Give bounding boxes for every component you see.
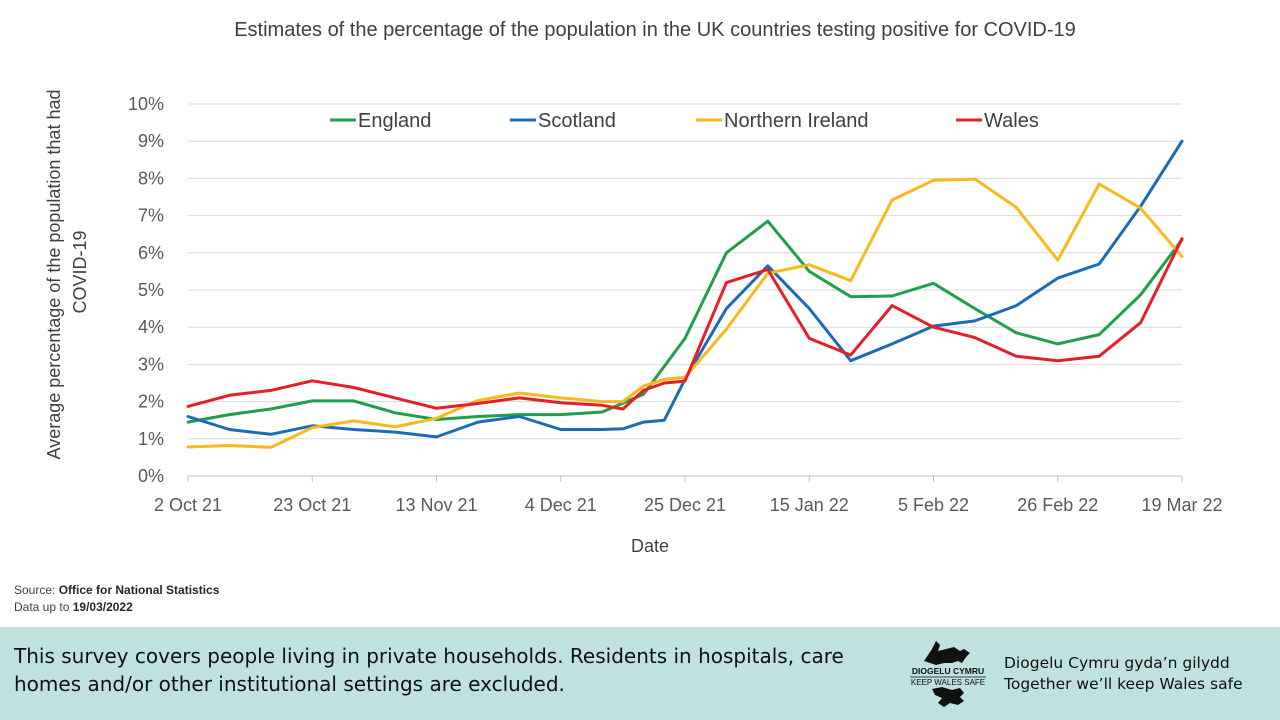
dragon-icon	[924, 641, 970, 665]
source-line: Source: Office for National Statistics	[14, 582, 219, 599]
legend-label-wales: Wales	[984, 110, 1039, 132]
y-tick-label: 6%	[138, 243, 164, 263]
y-tick-label: 8%	[138, 168, 164, 188]
y-tick-label: 3%	[138, 354, 164, 374]
x-tick-label: 23 Oct 21	[273, 495, 351, 515]
gridlines	[188, 103, 1182, 477]
keep-wales-safe-logo: DIOGELU CYMRU KEEP WALES SAFE	[910, 641, 986, 707]
x-axis-label: Date	[631, 536, 669, 556]
series-line-england	[186, 219, 1184, 424]
x-tick-label: 25 Dec 21	[644, 495, 726, 515]
info-banner: This survey covers people living in priv…	[0, 627, 1280, 720]
y-tick-label: 4%	[138, 317, 164, 337]
tagline: Diogelu Cymru gyda’n gilydd Together we’…	[1004, 653, 1243, 695]
x-axis-ticks: 2 Oct 21 23 Oct 21 13 Nov 21 4 Dec 21 25 Dec…	[154, 476, 1223, 515]
y-axis-label-line-2: COVID-19	[70, 230, 90, 313]
tagline-english: Together we’ll keep Wales safe	[1004, 675, 1243, 693]
tagline-welsh: Diogelu Cymru gyda’n gilydd	[1004, 654, 1230, 672]
source-value: Office for National Statistics	[58, 583, 220, 597]
legend-label-england: England	[358, 110, 431, 132]
data-date-line: Data up to 19/03/2022	[14, 599, 219, 616]
legend-label-scotland: Scotland	[538, 110, 616, 132]
logo-line-1: DIOGELU CYMRU	[912, 666, 984, 676]
x-tick-label: 19 Mar 22	[1141, 495, 1222, 515]
y-tick-label: 9%	[138, 131, 164, 151]
logo-line-2: KEEP WALES SAFE	[911, 678, 985, 687]
y-tick-label: 2%	[138, 392, 164, 412]
legend: England Scotland Northern Ireland Wales	[330, 110, 1039, 132]
source-note: Source: Office for National Statistics D…	[14, 582, 219, 616]
y-tick-label: 0%	[138, 466, 164, 486]
x-tick-label: 4 Dec 21	[525, 495, 597, 515]
series-line-scotland	[186, 139, 1184, 439]
line-chart: Estimates of the percentage of the popul…	[44, 19, 1223, 556]
source-label: Source:	[14, 583, 56, 597]
y-tick-label: 5%	[138, 280, 164, 300]
data-date-label: Data up to	[14, 600, 70, 614]
y-axis-label: Average percentage of the population tha…	[44, 85, 90, 460]
banner-text: This survey covers people living in priv…	[14, 644, 844, 696]
x-tick-label: 5 Feb 22	[898, 495, 969, 515]
x-tick-label: 2 Oct 21	[154, 495, 222, 515]
chart-title: Estimates of the percentage of the popul…	[234, 19, 1076, 41]
y-tick-label: 1%	[138, 429, 164, 449]
x-tick-label: 13 Nov 21	[395, 495, 477, 515]
legend-label-northern-ireland: Northern Ireland	[724, 110, 869, 132]
x-tick-label: 15 Jan 22	[770, 495, 849, 515]
data-date-value: 19/03/2022	[72, 600, 133, 614]
series-lines	[186, 139, 1184, 449]
y-axis-label-line-1: Average percentage of the population tha…	[44, 90, 64, 460]
y-axis-ticks: 0% 1% 2% 3% 4% 5% 6% 7% 8% 9% 10%	[128, 94, 164, 486]
wales-map-icon	[932, 687, 964, 707]
series-line-wales	[186, 237, 1184, 411]
x-tick-label: 26 Feb 22	[1017, 495, 1098, 515]
y-tick-label: 10%	[128, 94, 164, 114]
y-tick-label: 7%	[138, 206, 164, 226]
series-line-northern-ireland	[186, 177, 1184, 449]
